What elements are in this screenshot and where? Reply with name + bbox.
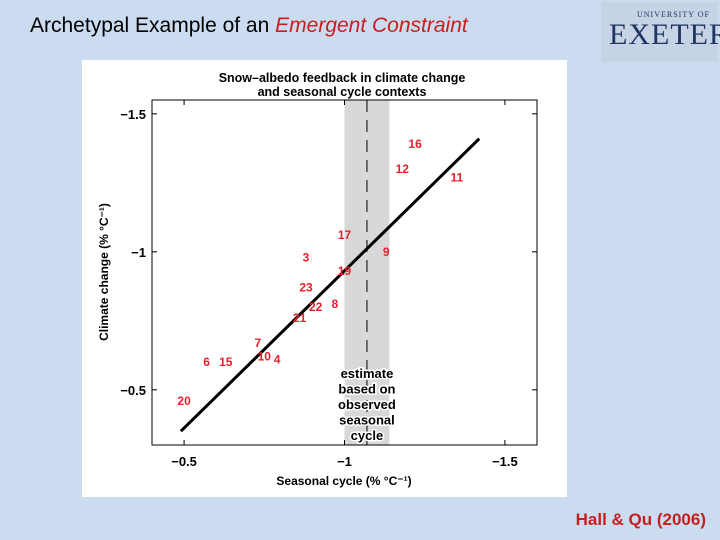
data-point-label: 17: [338, 228, 352, 242]
regression-line: [179, 137, 481, 433]
data-point-label: 9: [383, 245, 390, 259]
data-point-label: 16: [408, 137, 422, 151]
data-point-label: 21: [293, 311, 307, 325]
data-point-label: 4: [274, 352, 281, 366]
data-point-label: 11: [450, 170, 463, 184]
data-point-label: 15: [219, 355, 233, 369]
estimate-annotation-line: cycle: [351, 428, 384, 443]
data-point-label: 20: [177, 394, 191, 408]
data-point-label: 23: [299, 281, 313, 295]
slide-title-emphasis: Emergent Constraint: [275, 14, 468, 37]
university-logo: UNIVERSITY OF EXETER: [601, 2, 720, 62]
data-point-label: 10: [258, 350, 272, 364]
estimate-annotation-line: seasonal: [339, 413, 395, 428]
y-tick-label: −0.5: [120, 383, 146, 398]
y-tick-label: −1: [131, 245, 146, 260]
logo-exeter: EXETER: [609, 18, 720, 51]
data-point-label: 22: [309, 300, 323, 314]
chart-title-line: and seasonal cycle contexts: [258, 85, 427, 99]
citation: Hall & Qu (2006): [575, 510, 706, 529]
logo-university-of: UNIVERSITY OF: [637, 10, 710, 19]
data-point-label: 8: [332, 297, 339, 311]
estimate-annotation-line: estimate: [341, 366, 394, 381]
data-point-label: 19: [338, 264, 352, 278]
y-tick-label: −1.5: [120, 107, 146, 122]
data-point-label: 6: [203, 355, 210, 369]
x-axis-label: Seasonal cycle (% °C⁻¹): [276, 474, 411, 488]
data-point-label: 3: [303, 250, 310, 264]
scatter-chart: −0.5 −1 −1.5 −0.5 −1 −1.5 Snow–albedo feedback…: [97, 71, 538, 488]
chart-card: −0.5 −1 −1.5 −0.5 −1 −1.5 Snow–albedo feedback…: [82, 60, 567, 497]
x-tick-label: −1: [337, 454, 352, 469]
slide-title-prefix: Archetypal Example of an: [30, 14, 276, 37]
slide-title: Archetypal Example of an Emergent Constr…: [30, 14, 468, 38]
y-axis-label: Climate change (% °C⁻¹): [97, 203, 111, 341]
data-point-label: 12: [396, 162, 410, 176]
estimate-annotation-line: observed: [338, 397, 396, 412]
x-tick-label: −0.5: [171, 454, 197, 469]
x-tick-label: −1.5: [492, 454, 518, 469]
data-point-label: 7: [255, 336, 262, 350]
chart-title-line: Snow–albedo feedback in climate change: [219, 71, 466, 85]
estimate-annotation-line: based on: [338, 382, 395, 397]
